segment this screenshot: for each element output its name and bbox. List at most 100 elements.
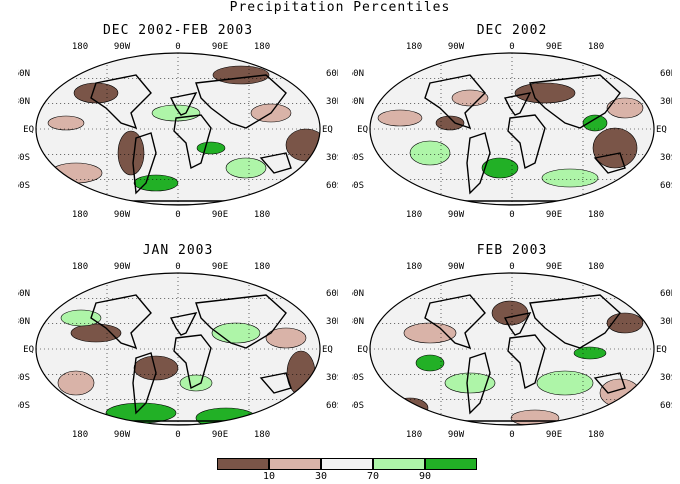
longitude-label: 180 xyxy=(406,210,422,220)
anomaly-region xyxy=(265,327,307,349)
continent-outline xyxy=(466,352,491,415)
anomaly-region xyxy=(105,402,177,424)
anomaly-region xyxy=(57,370,95,396)
longitude-label: 90E xyxy=(546,210,562,220)
latitude-label: 60N xyxy=(352,289,364,299)
color-legend: 10 30 70 90 xyxy=(217,458,479,484)
longitude-label: 90E xyxy=(546,42,562,52)
longitude-label: 90W xyxy=(114,262,131,272)
longitude-label: 90E xyxy=(212,210,228,220)
anomaly-region xyxy=(403,322,457,344)
longitude-label: 180 xyxy=(254,262,270,272)
anomaly-region xyxy=(481,157,519,179)
longitude-label: 180 xyxy=(588,262,604,272)
continent-outline xyxy=(593,152,626,174)
anomaly-region xyxy=(491,300,529,326)
continent-outline xyxy=(507,114,546,170)
anomaly-region xyxy=(49,162,103,184)
anomaly-region xyxy=(435,115,465,131)
latitude-label: EQ xyxy=(656,345,667,355)
anomaly-region xyxy=(70,323,122,343)
longitude-label: 180 xyxy=(254,42,270,52)
latitude-label: 60S xyxy=(352,181,364,191)
latitude-label: 60S xyxy=(352,401,364,411)
longitude-label: 0 xyxy=(509,430,514,440)
anomaly-region xyxy=(73,82,119,104)
latitude-label: 60N xyxy=(326,289,338,299)
latitude-label: 30N xyxy=(660,317,672,327)
map-border xyxy=(35,52,321,206)
longitude-label: 0 xyxy=(509,210,514,220)
latitude-label: 30S xyxy=(326,153,338,163)
continent-outline xyxy=(195,294,287,349)
longitude-label: 90W xyxy=(448,42,465,52)
anomaly-region xyxy=(536,370,594,396)
longitude-label: 0 xyxy=(175,430,180,440)
legend-tick: 10 xyxy=(262,471,276,482)
longitude-label: 0 xyxy=(509,262,514,272)
latitude-label: EQ xyxy=(357,345,368,355)
latitude-label: 30S xyxy=(18,373,30,383)
longitude-label: 90E xyxy=(212,42,228,52)
anomaly-region xyxy=(195,407,257,425)
longitude-label: 180 xyxy=(72,262,88,272)
map-border xyxy=(369,272,655,426)
world-map: 180 180 90W 90W 0 0 90E 90E 180 180 60N 30N EQ 30S 60S… xyxy=(18,262,338,440)
latitude-label: 60S xyxy=(660,401,672,411)
continent-outline xyxy=(529,294,621,349)
latitude-label: 30N xyxy=(352,97,364,107)
longitude-label: 90W xyxy=(114,430,131,440)
continent-outline xyxy=(507,334,546,390)
continent-outline xyxy=(169,312,198,336)
anomaly-region xyxy=(47,115,85,131)
panel-title: FEB 2003 xyxy=(476,243,548,258)
continent-outline xyxy=(424,74,486,130)
anomaly-region xyxy=(377,109,423,127)
latitude-label: 60S xyxy=(326,401,338,411)
continent-outline xyxy=(529,74,621,129)
latitude-label: 60N xyxy=(18,289,30,299)
anomaly-region xyxy=(133,355,179,381)
anomaly-region xyxy=(444,372,496,394)
anomaly-region xyxy=(60,309,102,327)
longitude-label: 180 xyxy=(72,210,88,220)
legend-swatch-above-90 xyxy=(425,458,477,470)
anomaly-region xyxy=(415,354,445,372)
longitude-label: 90W xyxy=(114,210,131,220)
longitude-label: 180 xyxy=(406,430,422,440)
latitude-label: 60N xyxy=(660,289,672,299)
latitude-label: EQ xyxy=(322,345,333,355)
legend-swatch-70-90 xyxy=(373,458,425,470)
latitude-label: 30S xyxy=(326,373,338,383)
longitude-label: 0 xyxy=(509,42,514,52)
continent-outline xyxy=(259,152,292,174)
continent-outline xyxy=(503,312,532,336)
map-border xyxy=(369,52,655,206)
anomaly-region xyxy=(514,82,576,104)
anomaly-region xyxy=(582,114,608,132)
legend-swatch-30-70 xyxy=(321,458,373,470)
panel-title: DEC 2002-FEB 2003 xyxy=(102,23,254,38)
latitude-label: 60S xyxy=(660,181,672,191)
continent-outline xyxy=(132,132,157,195)
latitude-label: 30N xyxy=(326,97,338,107)
map-panel-jan: 180 180 90W 90W 0 0 90E 90E 180 180 60N 30N EQ 30S 60S… xyxy=(18,243,338,453)
anomaly-region xyxy=(179,374,213,392)
latitude-label: 60S xyxy=(18,181,30,191)
legend-tick: 30 xyxy=(314,471,328,482)
latitude-label: 60N xyxy=(18,69,30,79)
latitude-label: 30N xyxy=(660,97,672,107)
continent-outline xyxy=(424,294,486,350)
anomaly-region xyxy=(211,322,261,344)
anomaly-region xyxy=(451,89,489,107)
latitude-label: EQ xyxy=(23,125,34,135)
anomaly-region xyxy=(133,174,179,192)
latitude-label: 60S xyxy=(326,181,338,191)
longitude-label: 180 xyxy=(72,42,88,52)
map-panel-dec: 180 180 90W 90W 0 0 90E 90E 180 180 60N 30N EQ 30S 60S… xyxy=(352,23,672,233)
latitude-label: 60N xyxy=(326,69,338,79)
anomaly-region xyxy=(225,157,267,179)
anomaly-region xyxy=(117,130,145,176)
anomaly-region xyxy=(592,127,638,169)
longitude-label: 180 xyxy=(406,262,422,272)
